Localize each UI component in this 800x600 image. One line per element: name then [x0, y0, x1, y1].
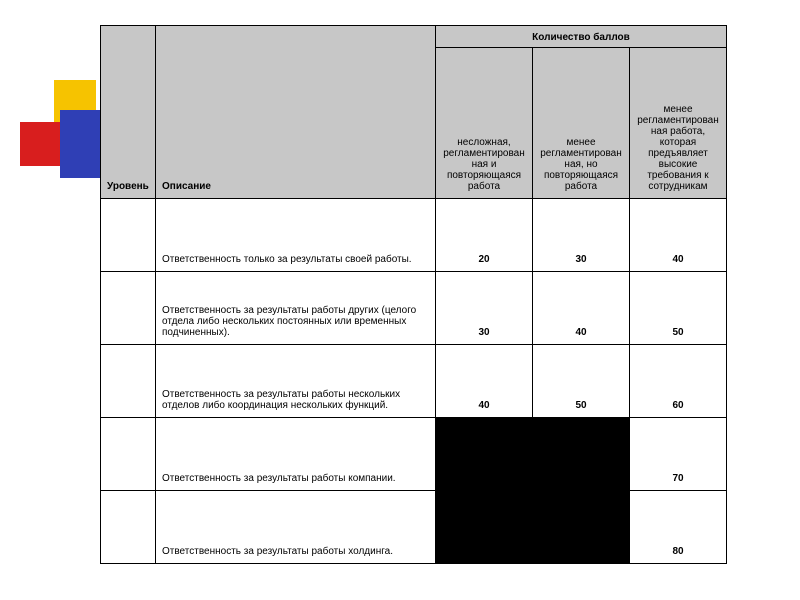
cell-level — [101, 418, 156, 491]
col-header-score-2: менее регламентирован ная, но повторяюща… — [533, 48, 630, 199]
cell-score: 50 — [533, 345, 630, 418]
cell-desc: Ответственность только за результаты сво… — [156, 199, 436, 272]
table-row: Ответственность за результаты работы хол… — [101, 491, 727, 564]
cell-desc: Ответственность за результаты работы нес… — [156, 345, 436, 418]
col-header-score-3: менее регламентирован ная работа, котора… — [630, 48, 727, 199]
table-body: Ответственность только за результаты сво… — [101, 199, 727, 564]
cell-desc: Ответственность за результаты работы дру… — [156, 272, 436, 345]
scoring-table: Уровень Описание Количество баллов несло… — [100, 25, 727, 564]
cell-score — [436, 418, 533, 491]
cell-score: 60 — [630, 345, 727, 418]
cell-score — [436, 491, 533, 564]
table-row: Ответственность за результаты работы дру… — [101, 272, 727, 345]
cell-score: 40 — [533, 272, 630, 345]
header-row-1: Уровень Описание Количество баллов — [101, 26, 727, 48]
cell-level — [101, 491, 156, 564]
cell-desc: Ответственность за результаты работы ком… — [156, 418, 436, 491]
page: Уровень Описание Количество баллов несло… — [0, 0, 800, 600]
cell-score: 50 — [630, 272, 727, 345]
cell-score — [533, 418, 630, 491]
scoring-table-wrap: Уровень Описание Количество баллов несло… — [100, 25, 727, 564]
decor-square — [20, 122, 64, 166]
table-row: Ответственность за результаты работы ком… — [101, 418, 727, 491]
cell-score — [533, 491, 630, 564]
cell-score: 80 — [630, 491, 727, 564]
cell-score: 40 — [436, 345, 533, 418]
cell-score: 20 — [436, 199, 533, 272]
cell-level — [101, 345, 156, 418]
table-row: Ответственность за результаты работы нес… — [101, 345, 727, 418]
col-header-level: Уровень — [101, 26, 156, 199]
cell-score: 70 — [630, 418, 727, 491]
cell-score: 30 — [436, 272, 533, 345]
cell-score: 30 — [533, 199, 630, 272]
col-header-desc: Описание — [156, 26, 436, 199]
table-row: Ответственность только за результаты сво… — [101, 199, 727, 272]
cell-level — [101, 272, 156, 345]
col-header-score-group: Количество баллов — [436, 26, 727, 48]
col-header-score-1: несложная, регламентирован ная и повторя… — [436, 48, 533, 199]
cell-score: 40 — [630, 199, 727, 272]
cell-level — [101, 199, 156, 272]
cell-desc: Ответственность за результаты работы хол… — [156, 491, 436, 564]
